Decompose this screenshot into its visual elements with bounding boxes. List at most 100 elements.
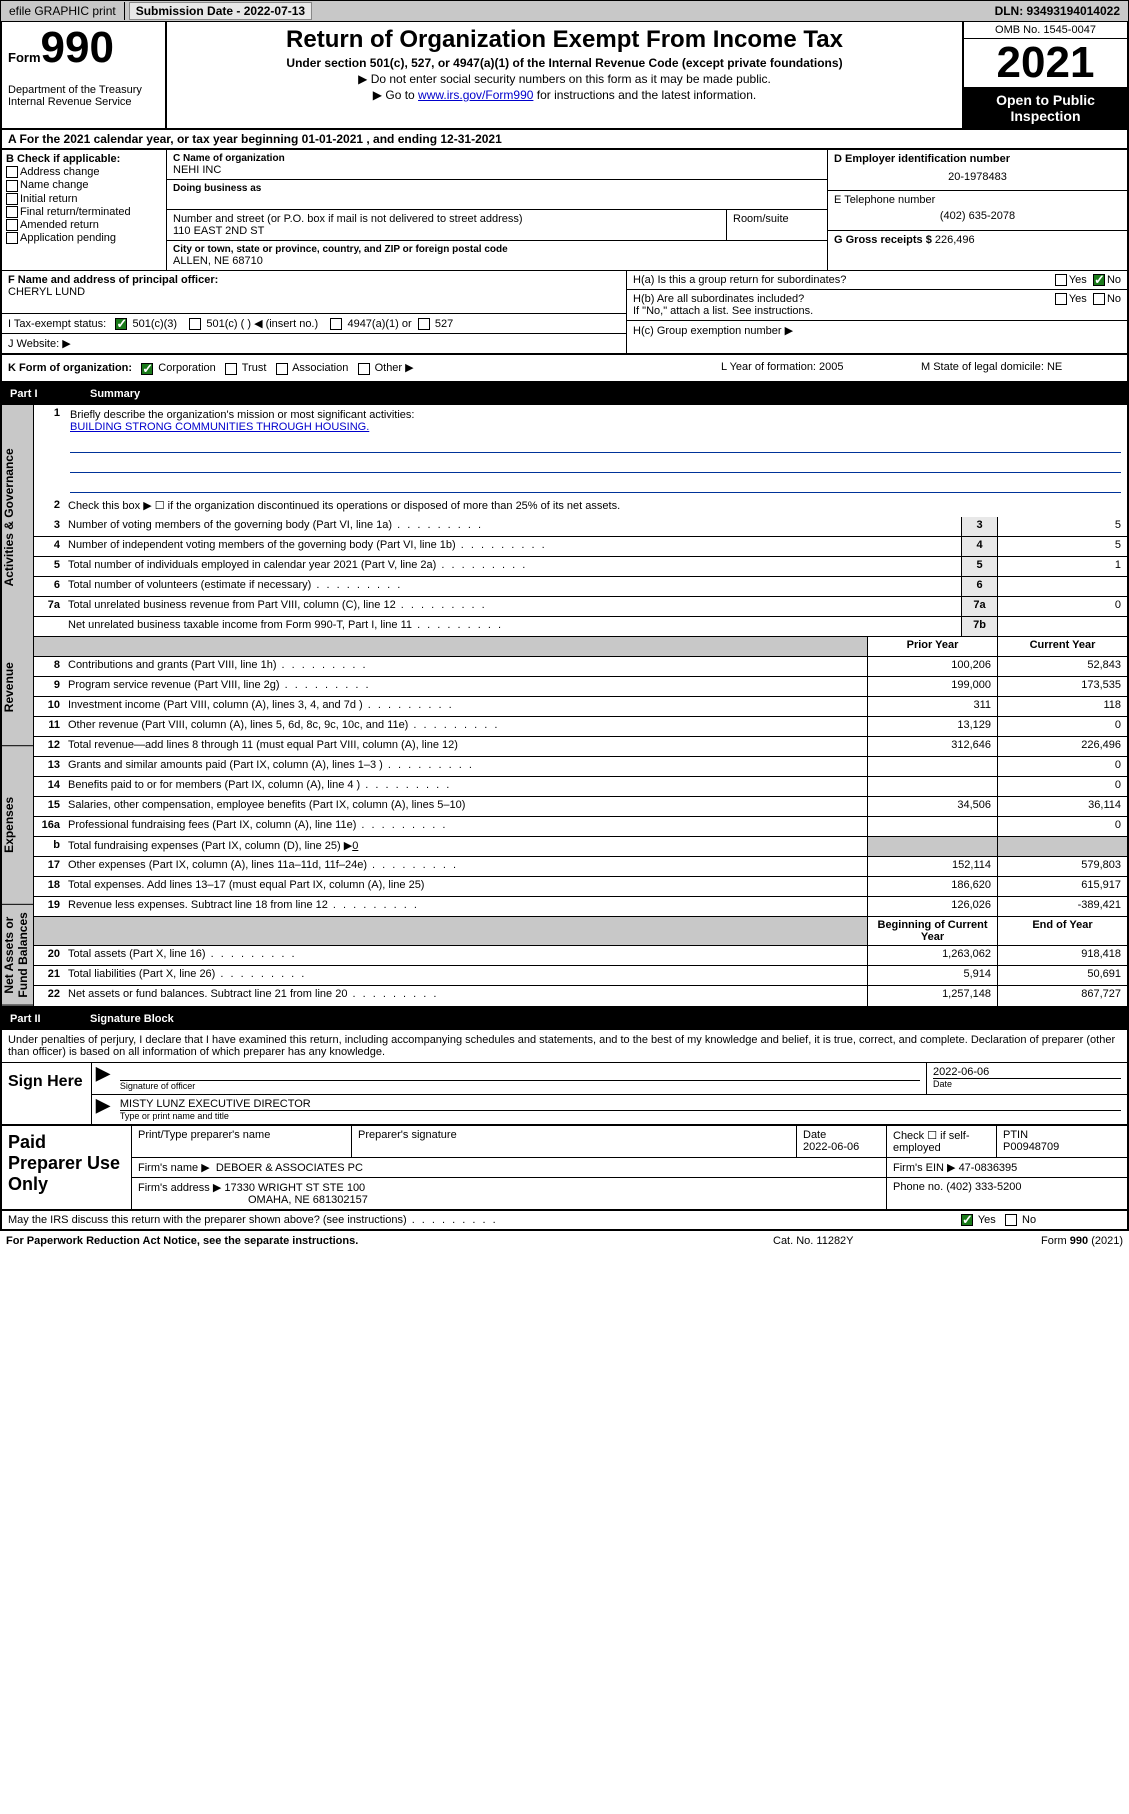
b22: 1,257,148	[867, 986, 997, 1006]
e20: 918,418	[997, 946, 1127, 965]
line8: Contributions and grants (Part VIII, lin…	[64, 657, 867, 676]
c14: 0	[997, 777, 1127, 796]
cb-name-change[interactable]: Name change	[6, 179, 162, 191]
row-a-period: A For the 2021 calendar year, or tax yea…	[0, 130, 1129, 150]
ptin: P00948709	[1003, 1141, 1121, 1153]
discuss-yes[interactable]	[961, 1214, 973, 1226]
hb-yes[interactable]	[1055, 293, 1067, 305]
cb-4947[interactable]	[330, 318, 342, 330]
dba-label: Doing business as	[173, 183, 821, 194]
v5: 1	[997, 557, 1127, 576]
c8: 52,843	[997, 657, 1127, 676]
cb-final-return[interactable]: Final return/terminated	[6, 206, 162, 218]
org-name: NEHI INC	[173, 164, 821, 176]
paid-preparer-label: Paid Preparer Use Only	[2, 1126, 132, 1209]
j-website: J Website: ▶	[2, 334, 626, 353]
f-label: F Name and address of principal officer:	[8, 274, 620, 286]
cb-assoc[interactable]	[276, 363, 288, 375]
c13: 0	[997, 757, 1127, 776]
org-name-label: C Name of organization	[173, 153, 821, 164]
efile-label: efile GRAPHIC print	[1, 2, 125, 20]
hb-note: If "No," attach a list. See instructions…	[633, 305, 1121, 317]
arrow-icon-2: ▶	[92, 1095, 114, 1124]
line20: Total assets (Part X, line 16)	[64, 946, 867, 965]
cb-501c[interactable]	[189, 318, 201, 330]
ha-yes[interactable]	[1055, 274, 1067, 286]
top-bar: efile GRAPHIC print Submission Date - 20…	[0, 0, 1129, 22]
form-header: Form990 Department of the Treasury Inter…	[0, 22, 1129, 130]
cb-527[interactable]	[418, 318, 430, 330]
c11: 0	[997, 717, 1127, 736]
street-label: Number and street (or P.O. box if mail i…	[173, 213, 720, 225]
dln-label: DLN: 93493194014022	[987, 2, 1128, 20]
e22: 867,727	[997, 986, 1127, 1006]
cb-trust[interactable]	[225, 363, 237, 375]
prep-name-lbl: Print/Type preparer's name	[138, 1129, 345, 1141]
discuss-no[interactable]	[1005, 1214, 1017, 1226]
header-middle: Return of Organization Exempt From Incom…	[167, 22, 962, 128]
prep-date: 2022-06-06	[803, 1141, 880, 1153]
cb-amended-return[interactable]: Amended return	[6, 219, 162, 231]
part2-title: Signature Block	[90, 1013, 174, 1025]
cat-no: Cat. No. 11282Y	[773, 1235, 973, 1247]
line18: Total expenses. Add lines 13–17 (must eq…	[64, 877, 867, 896]
prep-check-lbl: Check ☐ if self-employed	[893, 1129, 990, 1154]
c18: 615,917	[997, 877, 1127, 896]
v7b	[997, 617, 1127, 636]
cb-501c3[interactable]	[115, 318, 127, 330]
side-tabs: Activities & Governance Revenue Expenses…	[2, 405, 34, 1006]
p16a	[867, 817, 997, 836]
fij-h-block: F Name and address of principal officer:…	[0, 270, 1129, 355]
irs-link[interactable]: www.irs.gov/Form990	[418, 88, 533, 102]
l-year-formation: L Year of formation: 2005	[721, 361, 921, 374]
v3: 5	[997, 517, 1127, 536]
v7a: 0	[997, 597, 1127, 616]
header-right: OMB No. 1545-0047 2021 Open to Public In…	[962, 22, 1127, 128]
page-footer: For Paperwork Reduction Act Notice, see …	[0, 1231, 1129, 1251]
open-inspection: Open to Public Inspection	[964, 88, 1127, 128]
p18: 186,620	[867, 877, 997, 896]
line5: Total number of individuals employed in …	[64, 557, 961, 576]
phone-label: E Telephone number	[834, 194, 1121, 206]
cb-initial-return[interactable]: Initial return	[6, 193, 162, 205]
omb-number: OMB No. 1545-0047	[964, 22, 1127, 39]
ha-no[interactable]	[1093, 274, 1105, 286]
col-b-title: B Check if applicable:	[6, 153, 162, 165]
firm-addr1: 17330 WRIGHT ST STE 100	[224, 1182, 365, 1194]
line16a: Professional fundraising fees (Part IX, …	[64, 817, 867, 836]
submission-date-button[interactable]: Submission Date - 2022-07-13	[129, 2, 312, 20]
paid-preparer-block: Paid Preparer Use Only Print/Type prepar…	[0, 1126, 1129, 1211]
col-b-checkboxes: B Check if applicable: Address change Na…	[2, 150, 167, 270]
b21: 5,914	[867, 966, 997, 985]
line22: Net assets or fund balances. Subtract li…	[64, 986, 867, 1006]
p13	[867, 757, 997, 776]
cb-corp[interactable]	[141, 363, 153, 375]
dept-label: Department of the Treasury	[8, 84, 159, 96]
c12: 226,496	[997, 737, 1127, 756]
col-current: Current Year	[997, 637, 1127, 656]
firm-addr2: OMAHA, NE 681302157	[248, 1194, 368, 1206]
k-row: K Form of organization: Corporation Trus…	[0, 355, 1129, 382]
line9: Program service revenue (Part VIII, line…	[64, 677, 867, 696]
may-discuss-text: May the IRS discuss this return with the…	[8, 1214, 961, 1226]
col-eoy: End of Year	[997, 917, 1127, 945]
col-d-info: D Employer identification number 20-1978…	[827, 150, 1127, 270]
line16b: Total fundraising expenses (Part IX, col…	[64, 837, 867, 856]
hb-no[interactable]	[1093, 293, 1105, 305]
gross-value: 226,496	[935, 234, 975, 246]
cb-other[interactable]	[358, 363, 370, 375]
line11: Other revenue (Part VIII, column (A), li…	[64, 717, 867, 736]
cb-address-change[interactable]: Address change	[6, 166, 162, 178]
ha-row: H(a) Is this a group return for subordin…	[627, 271, 1127, 290]
f-name: CHERYL LUND	[8, 286, 620, 298]
p12: 312,646	[867, 737, 997, 756]
cb-application-pending[interactable]: Application pending	[6, 232, 162, 244]
paperwork-notice: For Paperwork Reduction Act Notice, see …	[6, 1235, 773, 1247]
col-prior: Prior Year	[867, 637, 997, 656]
p17: 152,114	[867, 857, 997, 876]
arrow-icon: ▶	[92, 1063, 114, 1094]
ptin-lbl: PTIN	[1003, 1129, 1121, 1141]
mission-text[interactable]: BUILDING STRONG COMMUNITIES THROUGH HOUS…	[70, 421, 369, 433]
line2: Check this box ▶ ☐ if the organization d…	[64, 497, 1127, 517]
p19: 126,026	[867, 897, 997, 916]
